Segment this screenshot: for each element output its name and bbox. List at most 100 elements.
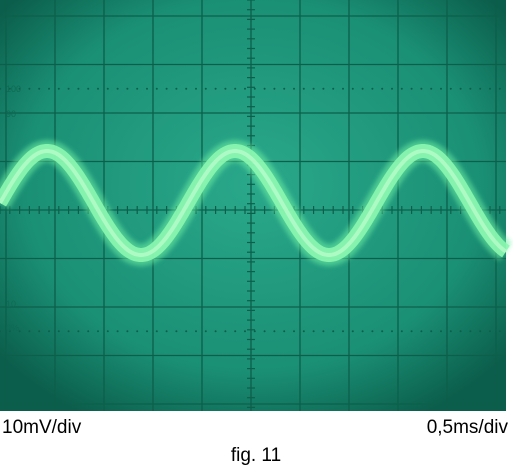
dot [175,87,178,90]
dot [28,87,31,90]
dot [293,87,295,90]
dot [185,87,188,90]
dot [293,330,295,333]
dot [381,330,384,333]
trace [0,140,512,266]
dot [449,330,452,333]
dot [312,87,315,90]
dot [244,330,246,333]
dot [332,87,335,90]
dot [97,87,99,90]
dot [97,330,99,333]
dot [253,330,256,333]
dot [234,87,237,90]
dot [440,87,442,90]
dot [351,330,354,333]
dot [459,330,462,333]
dot [106,330,109,333]
dot [155,330,158,333]
dot [0,87,1,90]
dot [87,87,90,90]
dot [224,330,227,333]
dot [361,330,364,333]
dot [136,330,139,333]
graticule-mark: 90 [6,109,16,119]
graticule-mark: 10 [6,299,16,309]
dot [155,87,158,90]
dot [116,87,119,90]
dot [312,330,315,333]
figure-caption: fig. 11 [231,445,281,466]
dot [489,87,491,90]
dot [302,87,305,90]
dot [332,330,335,333]
dot [459,87,462,90]
dot [469,330,472,333]
dot [28,330,31,333]
dot [410,330,413,333]
dot [302,330,305,333]
dot [420,87,423,90]
dot [371,87,374,90]
dot [38,330,41,333]
graticule-mark: 100 [6,84,21,94]
dot [165,87,168,90]
dot [351,87,354,90]
dot [410,87,413,90]
dot [195,330,197,333]
dot [273,87,276,90]
dot [479,87,482,90]
dot [204,87,207,90]
dot [420,330,423,333]
dot [146,87,148,90]
dot [322,330,325,333]
dot [18,330,21,333]
dot [498,330,501,333]
dot [185,330,188,333]
dot [440,330,442,333]
dot [342,87,344,90]
dot [67,330,70,333]
dot [8,330,11,333]
dot [400,330,403,333]
dot [48,330,50,333]
dot [116,330,119,333]
dot [0,330,1,333]
dot [342,330,344,333]
dot [18,87,21,90]
dot [381,87,384,90]
dot [146,330,148,333]
vertical-scale: 10mV/div [2,417,82,438]
dot [8,87,11,90]
dot [391,330,393,333]
dot [126,330,129,333]
dot [253,87,256,90]
dot [87,330,90,333]
dot [165,330,168,333]
dot [106,87,109,90]
dot [136,87,139,90]
dot [283,87,286,90]
trace-core [0,149,508,257]
dot [479,330,482,333]
dot [283,330,286,333]
dot [361,87,364,90]
dot [263,87,266,90]
dot [469,87,472,90]
dot [489,330,491,333]
dot [204,330,207,333]
dot [430,87,433,90]
dot [48,87,50,90]
dot [214,330,217,333]
dot [273,330,276,333]
dot [400,87,403,90]
dot [322,87,325,90]
horizontal-scale: 0,5ms/div [427,417,509,438]
dot [371,330,374,333]
dot [175,330,178,333]
dot [244,87,246,90]
dot [77,87,80,90]
dot [234,330,237,333]
dot [67,87,70,90]
